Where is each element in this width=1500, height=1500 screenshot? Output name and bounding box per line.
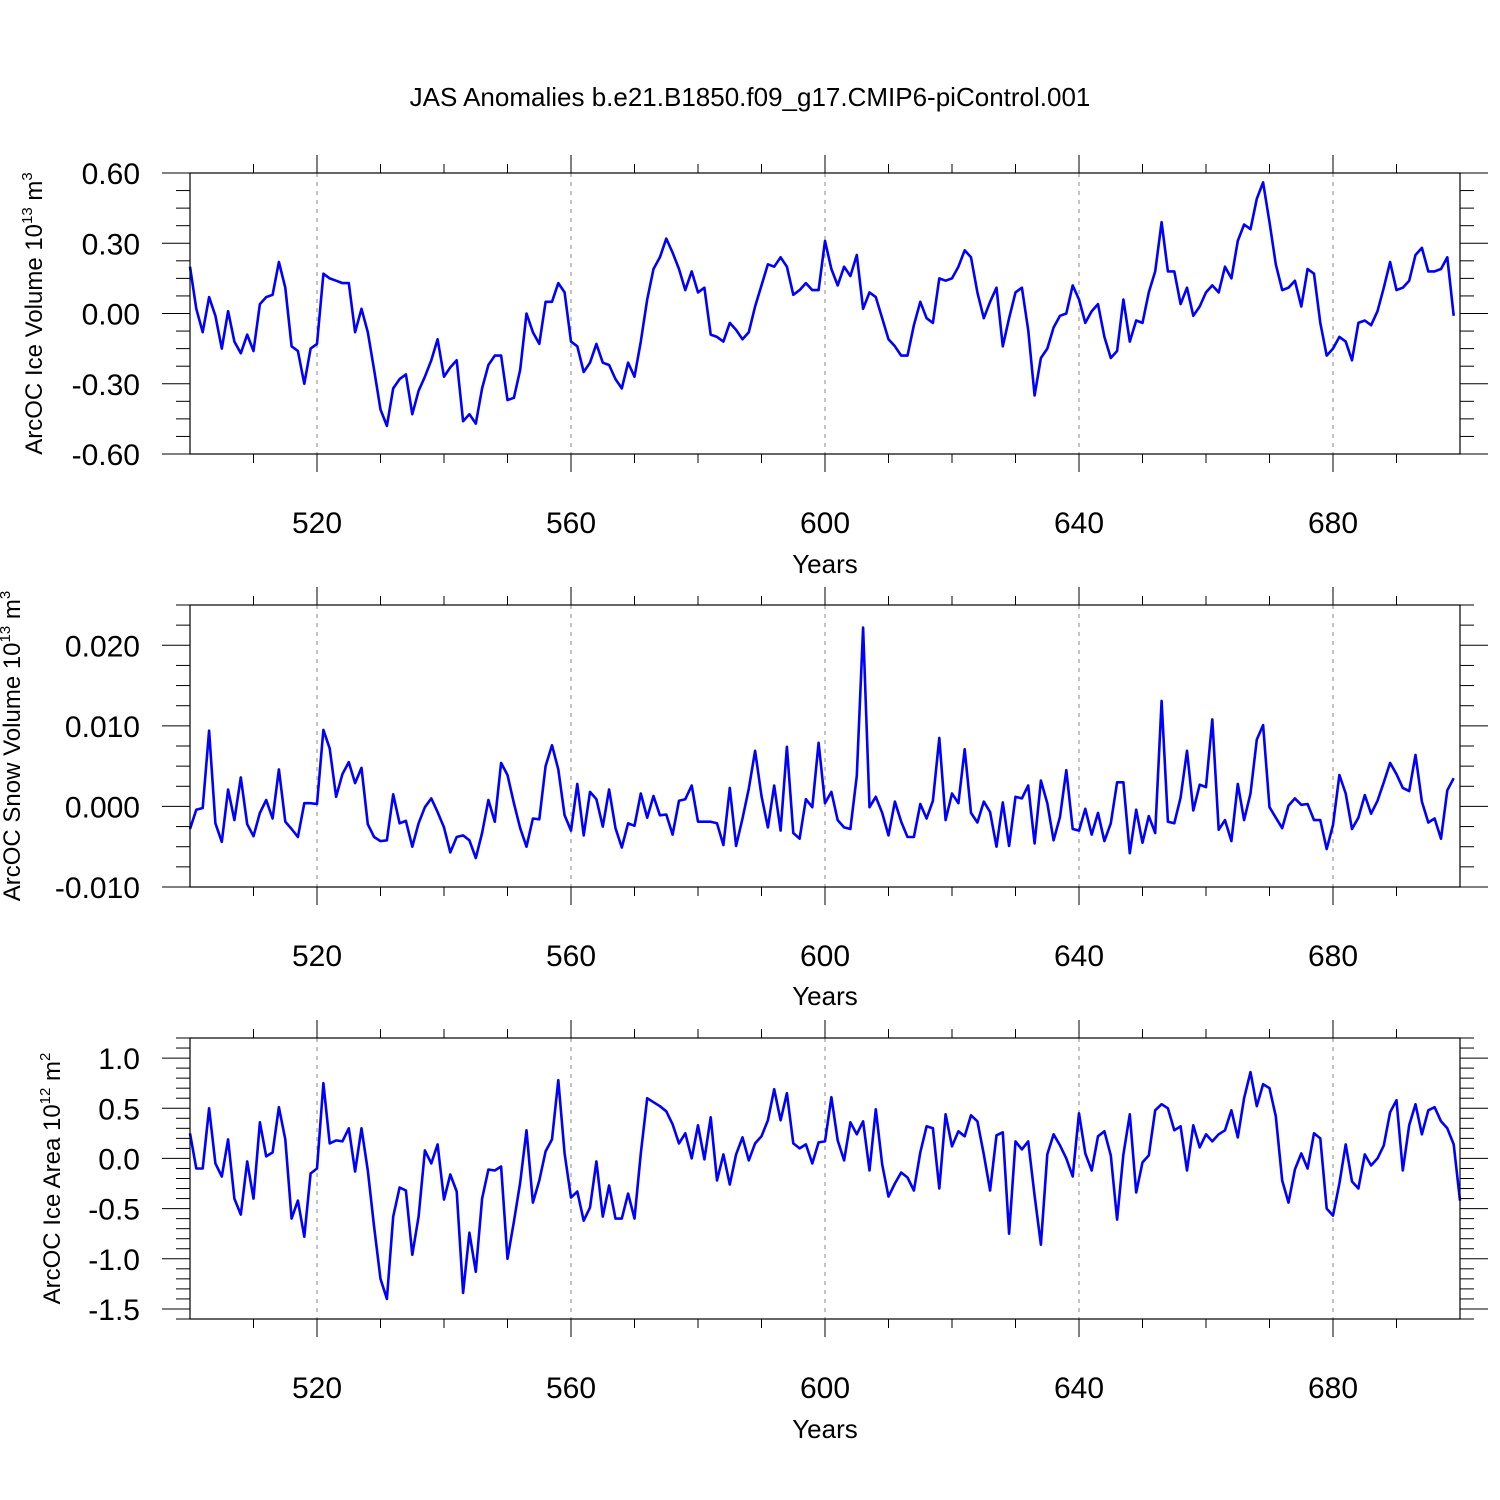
y-tick-label: -1.5 xyxy=(88,1294,140,1327)
y-tick-label: 0.010 xyxy=(65,711,140,744)
y-label-main: ArcOC Snow Volume 10 xyxy=(0,642,26,901)
y-label-exponent: 12 xyxy=(37,1088,54,1105)
y-axis-label: ArcOC Ice Area 1012 m2 xyxy=(37,1053,66,1305)
y-tick-label: 0.60 xyxy=(82,158,140,191)
y-tick-label: 0.000 xyxy=(65,791,140,824)
x-tick-label: 520 xyxy=(292,940,342,973)
y-axis-label: ArcOC Snow Volume 1013 m3 xyxy=(0,591,26,902)
y-tick-label: -0.30 xyxy=(72,369,140,402)
x-axis-label: Years xyxy=(792,1414,858,1444)
x-tick-label: 640 xyxy=(1054,1372,1104,1405)
x-tick-label: 560 xyxy=(546,1372,596,1405)
x-tick-label: 600 xyxy=(800,507,850,540)
y-label-exponent: 13 xyxy=(0,626,14,643)
x-axis-label: Years xyxy=(792,981,858,1011)
y-label-unit: m xyxy=(21,181,48,208)
x-tick-label: 640 xyxy=(1054,940,1104,973)
y-tick-label: -0.60 xyxy=(72,439,140,472)
series-line-ice-volume xyxy=(188,181,1455,428)
y-label-unit: m xyxy=(0,599,26,626)
y-tick-label: 0.30 xyxy=(82,228,140,261)
x-tick-label: 560 xyxy=(546,507,596,540)
x-axis-label: Years xyxy=(792,549,858,579)
x-tick-label: 680 xyxy=(1308,940,1358,973)
panel-ice-volume: 520 560 600 640 680 -0.60 -0.30 0.00 0.30 0.60 Yea… xyxy=(19,155,1488,579)
y-tick-label: -0.5 xyxy=(88,1194,140,1227)
y-label-main: ArcOC Ice Volume 10 xyxy=(21,224,48,455)
x-tick-label: 600 xyxy=(800,1372,850,1405)
chart-title: JAS Anomalies b.e21.B1850.f09_g17.CMIP6-… xyxy=(410,82,1091,112)
series-line-snow-volume xyxy=(188,626,1455,860)
panel-snow-volume: 520 560 600 640 680 -0.010 0.000 0.010 0.020 Year… xyxy=(0,587,1488,1011)
x-tick-label: 640 xyxy=(1054,507,1104,540)
y-tick-label: 0.0 xyxy=(98,1143,140,1176)
y-axis-label: ArcOC Ice Volume 1013 m3 xyxy=(19,172,48,454)
y-tick-label: -1.0 xyxy=(88,1244,140,1277)
y-tick-label: 0.5 xyxy=(98,1093,140,1126)
x-tick-label: 520 xyxy=(292,507,342,540)
x-tick-label: 680 xyxy=(1308,507,1358,540)
y-label-unit-exponent: 3 xyxy=(19,172,36,180)
x-tick-label: 680 xyxy=(1308,1372,1358,1405)
x-tick-label: 520 xyxy=(292,1372,342,1405)
y-label-unit: m xyxy=(39,1061,66,1088)
y-tick-label: 0.00 xyxy=(82,299,140,332)
panel-ice-area: 520 560 600 640 680 -1.5 -1.0 -0.5 0.0 0.5 1.0 Year… xyxy=(37,1020,1488,1444)
y-tick-label: -0.010 xyxy=(55,872,140,905)
series-line-ice-area xyxy=(188,1070,1462,1301)
y-tick-label: 0.020 xyxy=(65,630,140,663)
x-tick-label: 600 xyxy=(800,940,850,973)
y-tick-label: 1.0 xyxy=(98,1043,140,1076)
x-tick-label: 560 xyxy=(546,940,596,973)
chart-panels: 520 560 600 640 680 -0.60 -0.30 0.00 0.30 0.60 Yea… xyxy=(0,155,1488,1444)
y-label-main: ArcOC Ice Area 10 xyxy=(39,1104,66,1304)
y-label-exponent: 13 xyxy=(19,207,36,224)
y-label-unit-exponent: 3 xyxy=(0,591,14,599)
y-label-unit-exponent: 2 xyxy=(37,1053,54,1061)
